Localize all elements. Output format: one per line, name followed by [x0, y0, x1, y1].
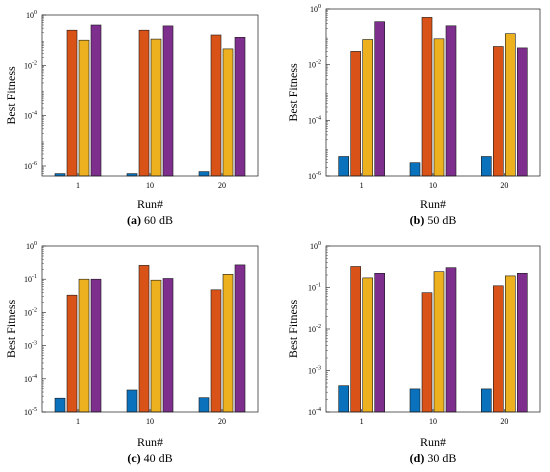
x-tick-label: 1: [360, 417, 364, 426]
panel-caption: (c) 40 dB: [127, 451, 172, 465]
bar-run1-series3: [78, 278, 90, 413]
y-tick-label: 10-6: [24, 161, 37, 171]
x-axis-title: Run#: [137, 197, 163, 211]
bar-run20-series4: [234, 36, 246, 177]
bar-run20-series2: [492, 46, 504, 177]
bar-run1-series1: [54, 397, 66, 413]
x-tick-label: 10: [429, 417, 437, 426]
x-tick-label: 20: [500, 181, 508, 190]
bar-run10-series3: [150, 279, 162, 413]
y-tick-label: 10-2: [24, 60, 37, 70]
axes-box: [41, 245, 259, 413]
bar-run20-series2: [492, 285, 504, 413]
bar-run10-series3: [433, 38, 445, 177]
x-tick-label: 10: [146, 417, 154, 426]
chart-panel-d: 1 10 20 10-4 10-3 10-2 10-1 100 Best Fitness Run#…: [286, 241, 541, 465]
y-tick-label: 10-2: [308, 60, 321, 70]
bar-run20-series3: [222, 48, 234, 177]
chart-panel-a: 1 10 20 10-6 10-4 10-2 100 Best Fitness Run# (a) …: [4, 10, 259, 227]
bar-run20-series2: [210, 289, 222, 413]
y-tick-label: 100: [26, 241, 37, 251]
bar-run20-series1: [198, 171, 210, 177]
y-tick-label: 10-2: [24, 307, 37, 317]
bar-run10-series4: [162, 25, 174, 177]
panel-caption: (a) 60 dB: [127, 213, 173, 227]
bar-run10-series1: [126, 389, 138, 413]
bar-run20-series1: [480, 388, 492, 413]
y-tick-label: 10-6: [308, 171, 321, 181]
x-axis-title: Run#: [137, 435, 163, 449]
y-tick-label: 10-1: [308, 283, 321, 293]
bar-run20-series3: [504, 275, 516, 413]
bar-run1-series4: [374, 21, 386, 177]
bar-run10-series1: [409, 388, 421, 413]
bar-run1-series2: [350, 266, 362, 413]
bar-run10-series2: [138, 29, 150, 177]
y-tick-label: 10-5: [24, 407, 37, 417]
bar-run20-series4: [516, 47, 528, 177]
bar-run20-series4: [234, 264, 246, 413]
x-axis-title: Run#: [420, 435, 446, 449]
bar-run10-series2: [421, 17, 433, 177]
y-tick-label: 10-1: [24, 274, 37, 284]
x-tick-label: 10: [146, 181, 154, 190]
x-axis-title: Run#: [420, 197, 446, 211]
y-axis-title: Best Fitness: [4, 66, 18, 125]
bar-run1-series2: [350, 51, 362, 177]
y-tick-label: 100: [310, 4, 321, 14]
bar-run10-series1: [126, 173, 138, 177]
axes-box: [325, 8, 541, 177]
x-tick-label: 10: [429, 181, 437, 190]
bar-run10-series3: [433, 271, 445, 413]
bar-run10-series3: [150, 38, 162, 177]
bar-run1-series3: [78, 39, 90, 177]
bar-run20-series3: [504, 33, 516, 177]
bar-run10-series1: [409, 162, 421, 177]
y-tick-label: 10-3: [24, 341, 37, 351]
bar-run10-series4: [162, 278, 174, 413]
axes-box: [41, 14, 259, 177]
x-tick-label: 20: [218, 181, 226, 190]
x-tick-label: 20: [500, 417, 508, 426]
bar-run1-series2: [66, 294, 78, 413]
chart-panel-b: 1 10 20 10-6 10-4 10-2 100 Best Fitness Run# (b) …: [286, 4, 541, 227]
x-tick-label: 20: [218, 417, 226, 426]
y-tick-label: 10-3: [308, 366, 321, 376]
y-axis-title: Best Fitness: [4, 300, 18, 359]
x-tick-label: 1: [360, 181, 364, 190]
y-tick-label: 10-4: [24, 374, 37, 384]
bar-run1-series1: [54, 173, 66, 177]
x-tick-label: 1: [76, 181, 80, 190]
bar-run1-series3: [362, 39, 374, 177]
y-tick-label: 10-4: [308, 407, 321, 417]
bar-run1-series1: [338, 156, 350, 177]
bar-run1-series2: [66, 29, 78, 177]
bar-run1-series4: [90, 24, 102, 177]
y-tick-label: 10-4: [24, 111, 37, 121]
bar-run20-series2: [210, 34, 222, 177]
bar-run1-series4: [374, 272, 386, 413]
bar-run10-series4: [445, 267, 457, 413]
bar-run10-series2: [138, 265, 150, 413]
y-axis-title: Best Fitness: [286, 63, 300, 122]
y-tick-label: 10-2: [308, 324, 321, 334]
panel-caption: (d) 30 dB: [410, 451, 457, 465]
bar-run1-series4: [90, 278, 102, 413]
bar-run1-series3: [362, 277, 374, 413]
panel-caption: (b) 50 dB: [410, 213, 457, 227]
bar-run10-series2: [421, 292, 433, 413]
chart-panel-c: 1 10 20 10-5 10-4 10-3 10-2 10-1 100 Best Fitness…: [4, 241, 259, 465]
y-tick-label: 10-4: [308, 115, 321, 125]
bar-run10-series4: [445, 25, 457, 177]
bar-run20-series1: [480, 156, 492, 177]
bar-run20-series4: [516, 272, 528, 413]
x-tick-label: 1: [76, 417, 80, 426]
bar-run20-series1: [198, 397, 210, 413]
bar-run20-series3: [222, 273, 234, 413]
y-tick-label: 100: [310, 241, 321, 251]
y-axis-title: Best Fitness: [286, 300, 300, 359]
y-tick-label: 100: [26, 10, 37, 20]
bar-run1-series1: [338, 385, 350, 413]
